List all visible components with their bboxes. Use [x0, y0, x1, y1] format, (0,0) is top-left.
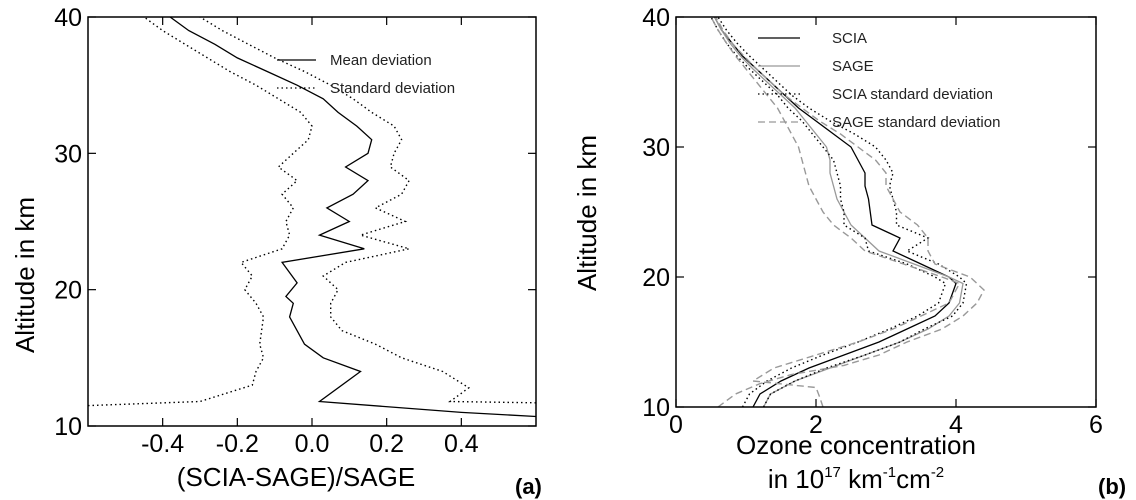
- panel-a: -0.4 -0.2 0.0 0.2 0.4 10 20 30 40 Mean deviation…: [10, 4, 542, 499]
- x-tick-label: 0.2: [369, 430, 404, 458]
- series-line-mean-deviation: [169, 17, 536, 418]
- x-tick-label: -0.4: [141, 430, 184, 458]
- y-tick-label: 10: [54, 413, 82, 441]
- xlabel-units-cm: cm: [896, 464, 931, 494]
- series-line-band-2: [199, 17, 536, 404]
- panel-b-series: [710, 17, 985, 407]
- panel-b-ticks: 0 2 4 6 10 20 30 40: [642, 4, 1103, 439]
- panel-b-ylabel: Altitude in km: [572, 135, 602, 291]
- panel-a-ticks: -0.4 -0.2 0.0 0.2 0.4 10 20 30 40: [54, 4, 536, 458]
- legend-label: SCIA standard deviation: [832, 86, 993, 103]
- xlabel-units-exp1: 17: [824, 464, 841, 481]
- legend-label: Standard deviation: [330, 80, 455, 97]
- panel-b-legend: SCIA SAGE SCIA standard deviation SAGE stan…: [758, 30, 1000, 131]
- x-tick-label: -0.2: [216, 430, 259, 458]
- x-tick-label: 6: [1089, 411, 1103, 439]
- y-tick-label: 30: [54, 140, 82, 168]
- series-line-sage-standard-deviation: [710, 17, 961, 407]
- panel-a-legend: Mean deviation Standard deviation: [277, 52, 455, 97]
- y-tick-label: 10: [642, 394, 670, 422]
- y-tick-label: 20: [54, 277, 82, 305]
- series-line-sage: [713, 17, 964, 407]
- panel-a-xlabel: (SCIA-SAGE)/SAGE: [177, 462, 415, 492]
- x-tick-label: 0.0: [295, 430, 330, 458]
- y-tick-label: 30: [642, 134, 670, 162]
- panel-b-xlabel-units: in 1017 km-1cm-2: [768, 464, 944, 494]
- panel-b-tag: (b): [1098, 474, 1126, 499]
- panel-b: 0 2 4 6 10 20 30 40 SCIA SAGE SCIA standard devia…: [572, 4, 1126, 499]
- series-line-band-5: [715, 17, 985, 407]
- legend-label: SAGE: [832, 58, 874, 75]
- panel-a-series: [88, 17, 536, 418]
- y-tick-label: 40: [54, 4, 82, 32]
- legend-label: SCIA: [832, 30, 867, 47]
- xlabel-units-prefix: in 10: [768, 464, 824, 494]
- x-tick-label: 0.4: [444, 430, 479, 458]
- series-line-scia-standard-deviation: [710, 17, 947, 407]
- panel-b-xlabel: Ozone concentration: [736, 430, 976, 460]
- y-tick-label: 40: [642, 4, 670, 32]
- legend-label: Mean deviation: [330, 52, 432, 69]
- x-tick-label: 2: [809, 411, 823, 439]
- series-line-scia: [713, 17, 957, 407]
- xlabel-units-km: km: [841, 464, 883, 494]
- xlabel-units-exp2: -1: [883, 464, 896, 481]
- panel-a-plot-frame: [87, 16, 537, 427]
- legend-label: SAGE standard deviation: [832, 114, 1000, 131]
- series-line-band-3: [717, 17, 968, 407]
- panel-a-ylabel: Altitude in km: [10, 197, 40, 353]
- series-line-standard-deviation: [88, 17, 313, 407]
- panel-a-tag: (a): [515, 474, 542, 499]
- x-tick-label: 0: [669, 411, 683, 439]
- x-tick-label: 4: [949, 411, 963, 439]
- panel-b-plot-frame: [675, 16, 1097, 408]
- y-tick-label: 20: [642, 264, 670, 292]
- xlabel-units-exp3: -2: [931, 464, 944, 481]
